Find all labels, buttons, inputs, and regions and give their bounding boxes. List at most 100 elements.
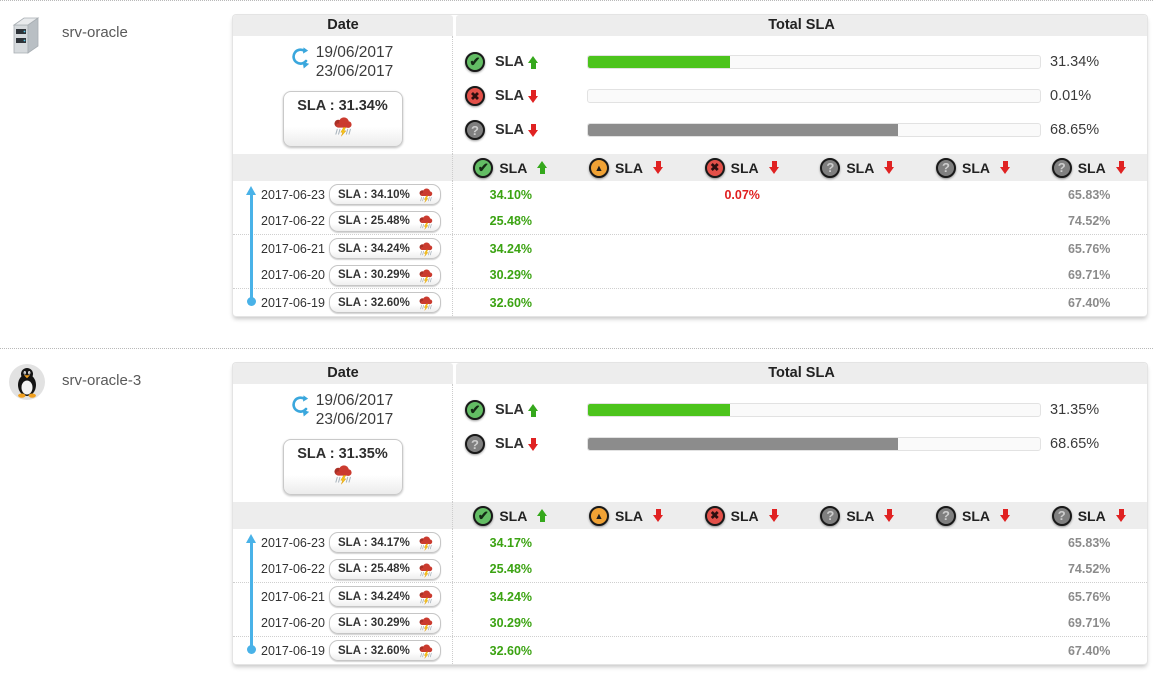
daily-sla-value: SLA : 34.24% [338,591,410,603]
date-range-refresh-icon[interactable] [292,394,309,430]
progress-bar-fill [588,404,730,416]
sla-summary-value: SLA : 31.35% [286,446,400,462]
sla-column-header: SLA [916,154,1032,181]
daily-sla-pill: SLA : 30.29% [329,613,441,634]
ok-status-icon [465,52,485,72]
unknown-status-icon [1052,158,1072,178]
date-range-refresh-icon[interactable] [292,46,309,82]
sla-column-header: SLA [684,154,800,181]
total-sla-bars: SLA 31.34% SLA 0.01% SLA 68.65% [453,36,1147,154]
daily-sla-value: SLA : 34.10% [338,189,410,201]
sla-column-header: SLA [453,502,569,529]
server-name: srv-oracle [62,24,128,41]
trend-down-icon [1116,509,1127,522]
total-sla-header: Total SLA [456,363,1147,384]
sla-label: SLA [615,160,643,176]
sla-label: SLA [495,122,524,138]
date-from: 19/06/2017 [316,43,394,62]
daily-sla-value: SLA : 34.24% [338,243,410,255]
storm-cloud-icon [417,561,434,578]
storm-cloud-icon [417,615,434,632]
row-date-cell: 2017-06-22 SLA : 25.48% [233,208,453,234]
progress-value: 68.65% [1041,436,1135,452]
sla-cell: 65.83% [1031,536,1147,550]
sla-summary-value: SLA : 31.34% [286,98,400,114]
trend-down-icon [769,509,780,522]
sla-cell: 30.29% [453,268,569,282]
sla-cell: 0.07% [684,188,800,202]
sla-cell: 32.60% [453,644,569,658]
sla-cell: 65.76% [1031,242,1147,256]
table-header-spacer [233,502,453,529]
daily-sla-pill: SLA : 30.29% [329,265,441,286]
sla-panel: Date Total SLA [232,362,1148,665]
trend-down-icon [1000,161,1011,174]
total-sla-bar-row: SLA 68.65% [465,113,1135,147]
sla-label: SLA [495,54,524,70]
sla-cell: 34.17% [453,536,569,550]
timeline-up-arrow [250,194,253,302]
unknown-status-icon [936,506,956,526]
table-header-spacer [233,154,453,181]
daily-sla-pill: SLA : 32.60% [329,292,441,313]
sla-column-header: SLA [569,502,685,529]
total-sla-bar-row: SLA 68.65% [465,427,1135,461]
sla-label: SLA [499,160,527,176]
progress-value: 0.01% [1041,88,1135,104]
sla-label: SLA [846,508,874,524]
sla-label: SLA [962,508,990,524]
row-date: 2017-06-22 [261,214,329,228]
daily-sla-pill: SLA : 32.60% [329,640,441,661]
storm-cloud-icon [331,462,354,485]
sla-column-header: SLA [800,502,916,529]
daily-sla-pill: SLA : 25.48% [329,559,441,580]
storm-cloud-icon [417,588,434,605]
progress-value: 31.34% [1041,54,1135,70]
sla-cell: 69.71% [1031,616,1147,630]
storm-cloud-icon [331,114,354,137]
sla-cell: 34.10% [453,188,569,202]
sla-column-header: SLA [1031,154,1147,181]
date-section: 19/06/2017 23/06/2017 SLA : 31.35% [233,384,453,502]
sla-label: SLA [499,508,527,524]
row-date: 2017-06-23 [261,536,329,550]
sla-cell: 69.71% [1031,268,1147,282]
server-tower-icon [8,15,46,57]
sla-label: SLA [731,160,759,176]
date-column-header: Date [233,363,453,384]
critical-status-icon [705,158,725,178]
progress-bar [587,123,1041,137]
total-sla-bar-row: SLA 31.34% [465,45,1135,79]
trend-up-icon [537,161,548,174]
progress-value: 68.65% [1041,122,1135,138]
storm-cloud-icon [417,642,434,659]
sla-column-header: SLA [453,154,569,181]
date-range[interactable]: 19/06/2017 23/06/2017 [233,43,452,82]
total-sla-header: Total SLA [456,15,1147,36]
ok-status-icon [473,506,493,526]
daily-sla-value: SLA : 25.48% [338,215,410,227]
unknown-status-icon [936,158,956,178]
sla-bar-label: SLA [495,436,587,452]
trend-down-icon [884,161,895,174]
sla-label: SLA [731,508,759,524]
sla-cell: 74.52% [1031,562,1147,576]
daily-sla-value: SLA : 30.29% [338,617,410,629]
sla-bar-label: SLA [495,88,587,104]
row-date: 2017-06-19 [261,644,329,658]
date-from: 19/06/2017 [316,391,394,410]
date-range[interactable]: 19/06/2017 23/06/2017 [233,391,452,430]
server-info: srv-oracle-3 [8,363,141,401]
